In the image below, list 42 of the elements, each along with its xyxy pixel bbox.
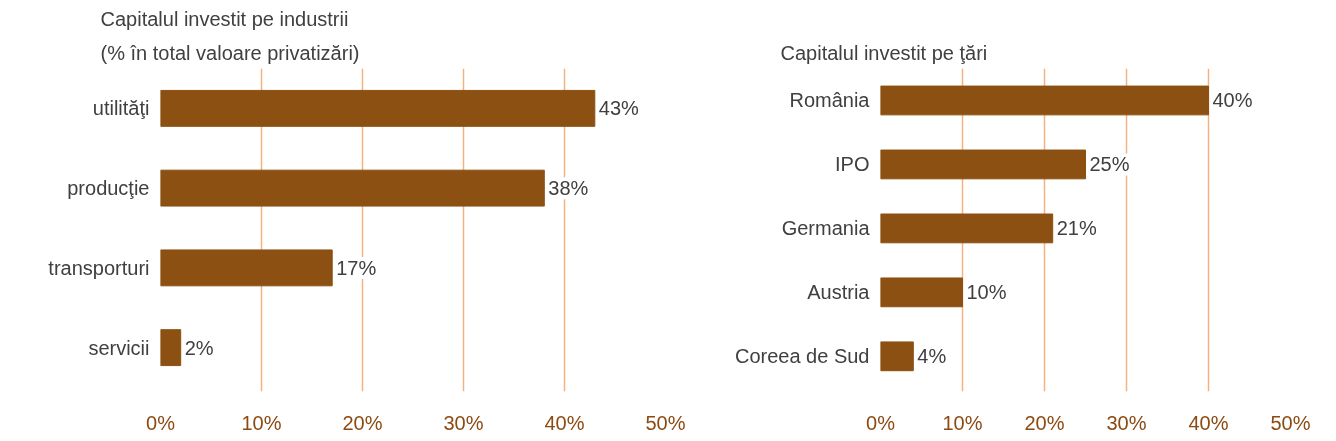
y-tick-label: producţie: [67, 177, 150, 200]
bar: [880, 277, 963, 308]
x-tick-label: 0%: [146, 411, 176, 434]
bar: [160, 169, 545, 207]
x-tick-label: 0%: [866, 411, 896, 434]
data-label: 21%: [1056, 217, 1097, 240]
y-tick-label: Germania: [781, 217, 871, 240]
y-tick-label: Coreea de Sud: [734, 345, 870, 368]
bar: [880, 341, 914, 372]
y-tick-label: servicii: [88, 336, 150, 359]
data-label: 10%: [966, 281, 1007, 304]
data-label: 2%: [184, 336, 214, 359]
bar: [160, 329, 182, 367]
y-tick-label: transporturi: [48, 256, 150, 279]
chart-title: Capitalul investit pe ţări: [780, 41, 988, 64]
data-label: 4%: [917, 345, 947, 368]
chart-subtitle: (% în total valoare privatizări): [100, 41, 360, 64]
x-tick-label: 20%: [342, 411, 383, 434]
x-tick-label: 30%: [443, 411, 484, 434]
x-tick-label: 10%: [241, 411, 282, 434]
y-tick-label: IPO: [835, 153, 870, 176]
x-tick-label: 30%: [1106, 411, 1147, 434]
data-label: 40%: [1212, 89, 1253, 112]
data-label: 17%: [336, 256, 377, 279]
chart-title: Capitalul investit pe industrii: [100, 7, 349, 30]
y-tick-label: Austria: [807, 281, 871, 304]
data-label: 25%: [1089, 153, 1130, 176]
x-tick-label: 40%: [544, 411, 585, 434]
data-label: 43%: [598, 97, 640, 120]
bar: [160, 89, 596, 127]
bar: [880, 149, 1086, 180]
x-tick-label: 50%: [1270, 411, 1311, 434]
x-tick-label: 50%: [645, 411, 686, 434]
data-label: 38%: [548, 177, 589, 200]
bar: [160, 249, 333, 287]
x-tick-label: 40%: [1188, 411, 1229, 434]
x-tick-label: 20%: [1024, 411, 1065, 434]
y-tick-label: utilităţi: [92, 97, 150, 120]
bar: [880, 213, 1054, 244]
y-tick-label: România: [789, 89, 871, 112]
x-tick-label: 10%: [942, 411, 983, 434]
bar: [880, 85, 1209, 116]
